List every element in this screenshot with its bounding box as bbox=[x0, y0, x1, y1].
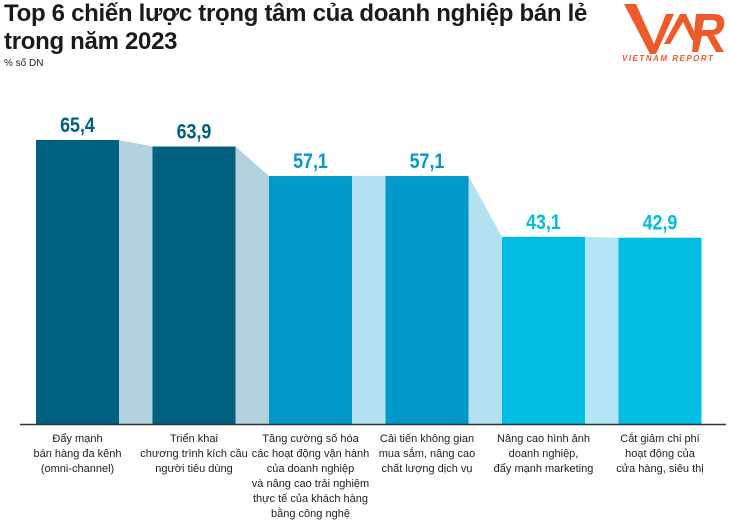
value-label: 43,1 bbox=[526, 211, 561, 235]
value-label: 57,1 bbox=[293, 150, 328, 174]
value-label: 65,4 bbox=[60, 114, 95, 138]
logo-subtitle: VIETNAM REPORT bbox=[622, 54, 715, 63]
value-label: 57,1 bbox=[410, 150, 445, 174]
category-label: Triển khai chương trình kích cầu người t… bbox=[140, 433, 248, 475]
value-label: 42,9 bbox=[643, 211, 678, 235]
connector bbox=[235, 146, 269, 424]
bar bbox=[618, 237, 702, 424]
bar bbox=[502, 236, 585, 424]
category-label: Cải tiến không gian mua sắm, nâng cao ch… bbox=[378, 433, 476, 475]
chart-title: Top 6 chiến lược trọng tâm của doanh ngh… bbox=[4, 0, 588, 55]
bar bbox=[385, 176, 469, 424]
bar bbox=[152, 146, 236, 424]
category-label: Nâng cao hình ảnh doanh nghiệp, đẩy mạnh… bbox=[493, 433, 594, 475]
vnr-logo bbox=[624, 4, 725, 54]
category-label: Cắt giảm chi phí hoạt động của cửa hàng,… bbox=[616, 433, 704, 475]
value-label: 63,9 bbox=[177, 120, 212, 144]
unit-label: % số DN bbox=[4, 58, 44, 69]
connector bbox=[119, 140, 153, 424]
category-label: Đẩy mạnh bán hàng đa kênh (omni-channel) bbox=[33, 433, 122, 475]
connector bbox=[585, 236, 619, 424]
connector bbox=[468, 176, 502, 424]
connector bbox=[352, 176, 386, 424]
category-label: Tăng cường số hóa các hoạt động vận hành… bbox=[251, 433, 370, 520]
bar bbox=[269, 176, 352, 424]
bar bbox=[36, 140, 119, 424]
